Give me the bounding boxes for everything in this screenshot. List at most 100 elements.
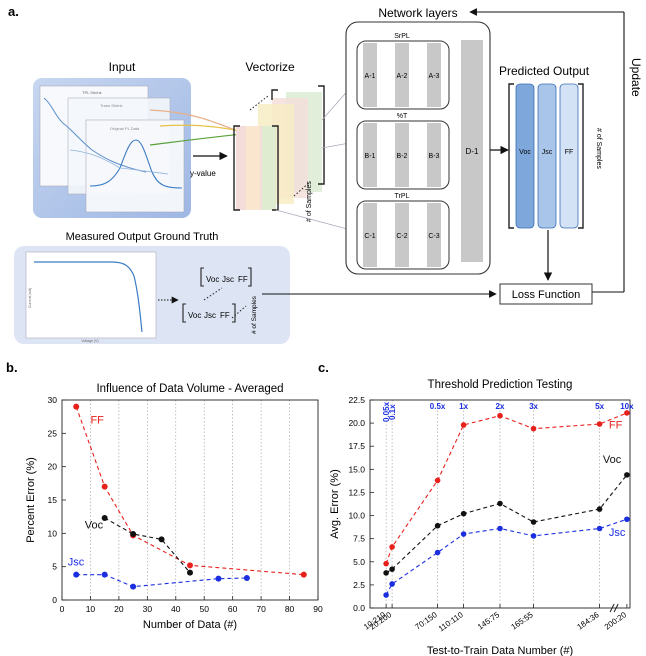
chart-c-point [383,560,389,567]
branch-node-bar [427,43,441,107]
chart-c-ylabel: Avg. Error (%) [329,469,341,538]
output-ff: FF [565,149,574,156]
iv-ylabel: Current (mA) [28,288,32,308]
chart-c-point [389,566,395,572]
legend-original: Original PL Data [110,126,140,131]
chart-b-point [158,536,165,543]
branch-node-label: B-3 [429,153,440,160]
branch-node-bar [427,123,441,187]
chart-c-series-line [385,412,628,564]
branch-node-bar [363,43,377,107]
chart-b-point [130,583,137,590]
branch-node-label: B-2 [397,153,408,160]
chart-b-point [215,575,222,582]
input-spectra-plots: TPL Shrink Trans Shrink Original PL Data [39,85,185,213]
chart-c-point [497,500,503,507]
y-value-label: y-value [190,169,216,178]
chart-b-point [73,571,80,578]
chart-c-xtick-label: 184:36 [576,610,602,632]
chart-b-point [187,562,193,569]
chart-c-ytick-label: 10.0 [348,511,365,521]
branch-node-bar [363,203,377,267]
chart-b-point [130,531,137,537]
chart-c-xtick-label: 165:55 [509,610,535,632]
chart-b-ylabel: Percent Error (%) [25,457,37,543]
gt-row2-voc: Voc [188,311,201,320]
samples-label-gt: # of Samples [251,295,258,334]
chart-b-xtick-label: 80 [285,604,295,614]
chart-c-point [460,422,467,428]
samples-label-output: # of Samples [595,128,602,169]
chart-b-xtick-label: 0 [60,604,65,614]
chart-c-ratio-label: 3x [529,402,538,411]
chart-b-point [243,575,250,581]
chart-b-ytick-label: 30 [48,395,58,405]
chart-b-xtick-label: 50 [199,604,209,614]
chart-c-point [596,421,603,427]
chart-b-series-line [104,517,191,574]
chart-b-xlabel: Number of Data (#) [143,619,237,631]
chart-c-ratio-label: 0.1x [388,404,397,420]
vector-stack [233,85,325,211]
chart-b-ytick-label: 0 [52,595,57,605]
branch-node-bar [395,123,409,187]
chart-c-title: Threshold Prediction Testing [428,379,573,391]
chart-b-xtick-label: 70 [256,604,266,614]
chart-c-ytick-label: 12.5 [348,487,365,497]
iv-xlabel: Voltage (V) [81,339,98,343]
chart-c-ytick-label: 0.0 [353,603,365,613]
branch-node-label: C-2 [396,233,407,240]
chart-c-series-line [385,474,628,574]
gt-row1-voc: Voc [206,275,219,284]
chart-b-xtick-label: 40 [171,604,181,614]
chart-c-ratio-label: 1x [459,402,468,411]
input-title: Input [109,60,136,74]
chart-b-ytick-label: 10 [48,528,58,538]
chart-b-series-label: FF [90,414,104,426]
chart-c-series-line [385,518,628,596]
chart-b-ytick-label: 5 [52,562,57,572]
chart-b-point [101,571,108,578]
branch-node-bar [427,203,441,267]
panel-a-label: a. [8,4,19,19]
chart-b-point [187,569,193,576]
output-jsc: Jsc [542,149,553,156]
chart-c-point [389,581,395,587]
chart-c-xtick-label: 70:150 [414,610,440,632]
chart-c-ratio-label: 10x [620,402,634,411]
branch-node-label: A-1 [365,73,376,80]
gt-row1-ff: FF [238,275,248,284]
chart-c-point [383,570,389,576]
chart-b-series-line [75,406,304,576]
branch-name: SrPL [394,33,410,40]
vectorize-title: Vectorize [245,60,295,74]
chart-b-xtick-label: 30 [143,604,153,614]
branch-node-bar [395,43,409,107]
chart-c-ratio-label: 0.5x [430,402,446,411]
ground-truth-vectors [182,267,252,323]
chart-c-xtick-label: 145:75 [476,610,502,632]
samples-label-vector: # of Samples [306,181,313,222]
chart-c-series-label: Voc [603,454,622,466]
chart-c-ratio-label: 5x [595,402,604,411]
branch-node-label: C-1 [364,233,375,240]
branch-name: TrPL [395,193,410,200]
branch-name: %T [397,113,408,120]
chart-c-ytick-label: 5.0 [353,557,365,567]
branch-node-label: A-2 [397,73,408,80]
network-title: Network layers [378,6,457,20]
chart-c-point [383,592,389,598]
chart-c-point [497,412,503,419]
chart-c-point [530,519,537,525]
chart-c: Threshold Prediction Testing10:21020:200… [329,379,634,656]
chart-c-xtick-label: 200:20 [603,610,629,632]
chart-b-xtick-label: 20 [114,604,124,614]
iv-curve-plot: Voltage (V) Current (mA) [25,251,157,343]
loss-function-label: Loss Function [512,289,580,301]
gt-row2-ff: FF [220,311,230,320]
chart-b-point [101,515,108,521]
panel-b-label: b. [6,360,18,375]
chart-c-ytick-label: 15.0 [348,464,365,474]
update-label: Update [629,58,643,97]
chart-c-series-label: Jsc [609,527,626,539]
